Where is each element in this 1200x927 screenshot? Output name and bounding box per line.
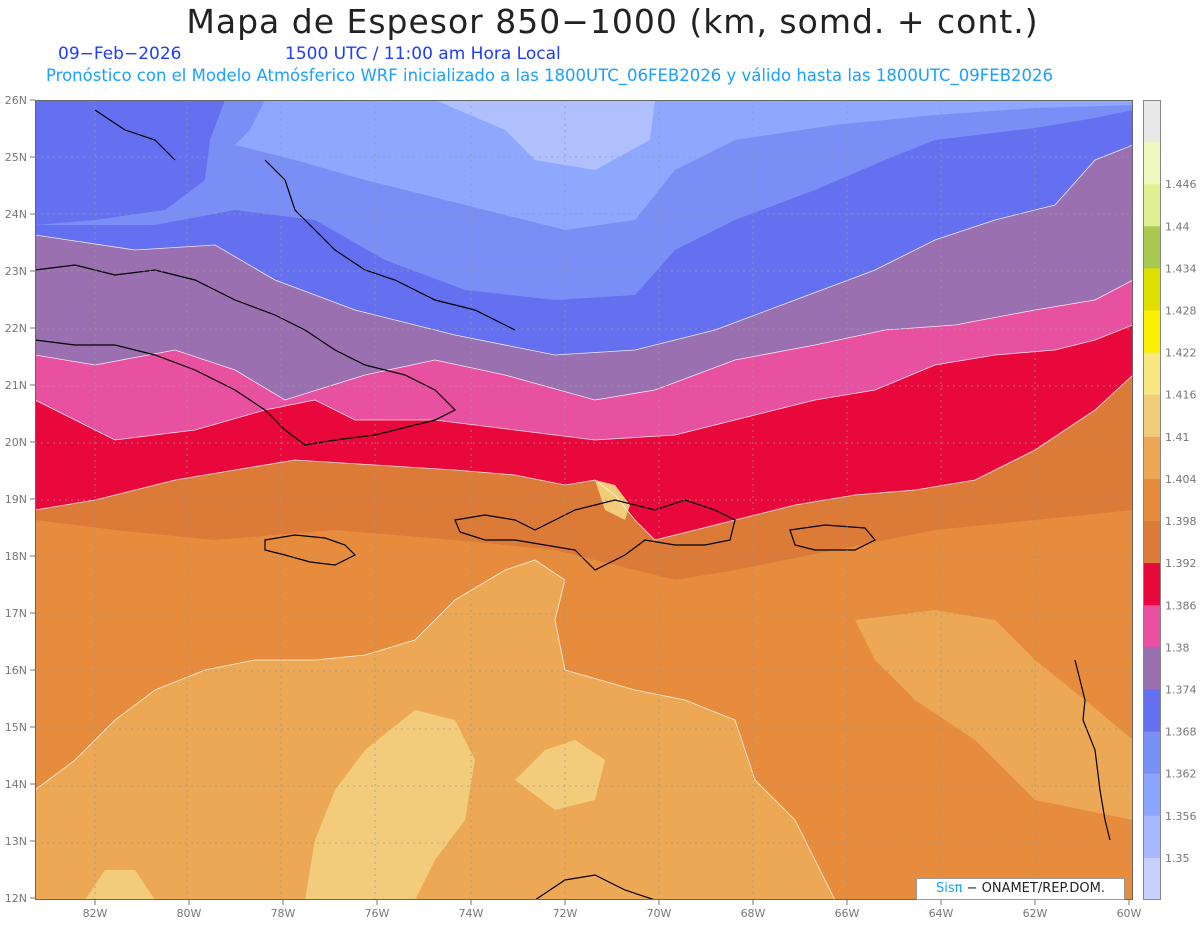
lat-label: 24N	[5, 208, 27, 221]
lon-label: 60W	[1117, 907, 1142, 920]
south-america-coast	[534, 874, 656, 900]
colorbar-swatch	[1143, 563, 1161, 606]
forecast-time: 1500 UTC / 11:00 am Hora Local	[285, 44, 561, 64]
map-title: Mapa de Espesor 850−1000 (km, somd. + co…	[186, 2, 1039, 41]
model-description: Pronóstico con el Modelo Atmósferico WRF…	[46, 66, 1054, 85]
lon-label: 78W	[271, 907, 296, 920]
colorbar-label: 1.446	[1165, 178, 1197, 191]
lat-label: 17N	[5, 607, 27, 620]
colorbar-swatch	[1143, 731, 1161, 775]
sispi-logo: Sisπ	[935, 881, 963, 896]
lon-label: 80W	[177, 907, 202, 920]
colorbar-swatch	[1143, 394, 1161, 438]
colorbar-swatch	[1143, 815, 1161, 859]
lat-label: 16N	[5, 664, 27, 677]
colorbar-label: 1.368	[1165, 726, 1197, 739]
colorbar-swatch	[1143, 647, 1161, 690]
florida-keys	[94, 109, 176, 161]
colorbar-swatch	[1143, 478, 1161, 522]
colorbar-swatch	[1143, 310, 1161, 354]
colorbar-label: 1.44	[1165, 220, 1190, 233]
colorbar-label: 1.374	[1165, 683, 1197, 696]
thickness-map	[35, 100, 1133, 900]
colorbar-swatch	[1143, 773, 1161, 817]
grid-lines	[35, 100, 1133, 900]
colorbar-swatch	[1143, 142, 1161, 185]
colorbar-label: 1.41	[1165, 431, 1190, 444]
lat-label: 20N	[5, 436, 27, 449]
lat-label: 15N	[5, 721, 27, 734]
colorbar-swatch	[1143, 268, 1161, 312]
band-1410	[305, 710, 475, 900]
lon-label: 62W	[1023, 907, 1048, 920]
colorbar-label: 1.434	[1165, 262, 1197, 275]
colorbar-border	[1143, 100, 1161, 900]
colorbar-swatch	[1143, 605, 1161, 648]
band-1404b	[855, 610, 1133, 820]
lat-label: 21N	[5, 379, 27, 392]
lat-label: 19N	[5, 493, 27, 506]
band-1410b	[515, 740, 605, 810]
lon-label: 66W	[835, 907, 860, 920]
lat-label: 26N	[5, 94, 27, 107]
cuba-coast	[35, 264, 457, 446]
colorbar-label: 1.38	[1165, 641, 1190, 654]
credit-org: − ONAMET/REP.DOM.	[966, 881, 1106, 896]
jamaica-coast	[264, 534, 357, 566]
lat-label: 12N	[5, 892, 27, 905]
colorbar-swatch	[1143, 226, 1161, 269]
lat-label: 18N	[5, 550, 27, 563]
lon-label: 82W	[83, 907, 108, 920]
forecast-date: 09−Feb−2026	[58, 44, 182, 64]
band-1350	[435, 100, 655, 170]
lon-axis: 82W 80W 78W 76W 74W 72W 70W 68W 66W 64W 62W 60W	[83, 900, 1142, 920]
lat-label: 22N	[5, 322, 27, 335]
lat-label: 14N	[5, 778, 27, 791]
colorbar-label: 1.404	[1165, 473, 1197, 486]
colorbar-swatch	[1143, 100, 1161, 143]
coastlines	[35, 109, 1111, 900]
colorbar-label: 1.386	[1165, 599, 1197, 612]
lon-label: 72W	[553, 907, 578, 920]
colorbar-swatch	[1143, 352, 1161, 396]
lon-label: 64W	[929, 907, 954, 920]
colorbar-label: 1.428	[1165, 305, 1197, 318]
bahamas	[264, 159, 516, 331]
puerto-rico-coast	[789, 524, 876, 551]
lon-label: 74W	[459, 907, 484, 920]
colorbar-swatch	[1143, 436, 1161, 480]
lat-label: 13N	[5, 835, 27, 848]
lat-label: 25N	[5, 151, 27, 164]
colorbar-label: 1.356	[1165, 810, 1197, 823]
colorbar-label: 1.362	[1165, 768, 1197, 781]
colorbar-swatch	[1143, 184, 1161, 227]
band-1410c	[85, 870, 155, 900]
colorbar-label: 1.398	[1165, 515, 1197, 528]
contour-lines	[35, 144, 1133, 900]
hispaniola-coast	[454, 499, 736, 571]
lat-axis: 26N 25N 24N 23N 22N 21N 20N 19N 18N 17N 16N 15N 14N 1…	[5, 94, 35, 905]
credit-box: Sisπ − ONAMET/REP.DOM.	[916, 878, 1125, 900]
colorbar-label: 1.392	[1165, 557, 1197, 570]
lon-label: 70W	[647, 907, 672, 920]
lon-label: 68W	[741, 907, 766, 920]
colorbar-swatch	[1143, 857, 1161, 900]
colorbar-swatch	[1143, 689, 1161, 733]
lon-label: 76W	[365, 907, 390, 920]
colorbar-label: 1.422	[1165, 347, 1197, 360]
lesser-antilles	[1074, 659, 1111, 841]
colorbar-swatch	[1143, 521, 1161, 564]
lat-label: 23N	[5, 265, 27, 278]
colorbar-label: 1.416	[1165, 389, 1197, 402]
colorbar-label: 1.35	[1165, 852, 1190, 865]
colorbar: 1.35 1.356 1.362 1.368 1.374 1.38 1.386 1.392 1.…	[1143, 100, 1197, 900]
